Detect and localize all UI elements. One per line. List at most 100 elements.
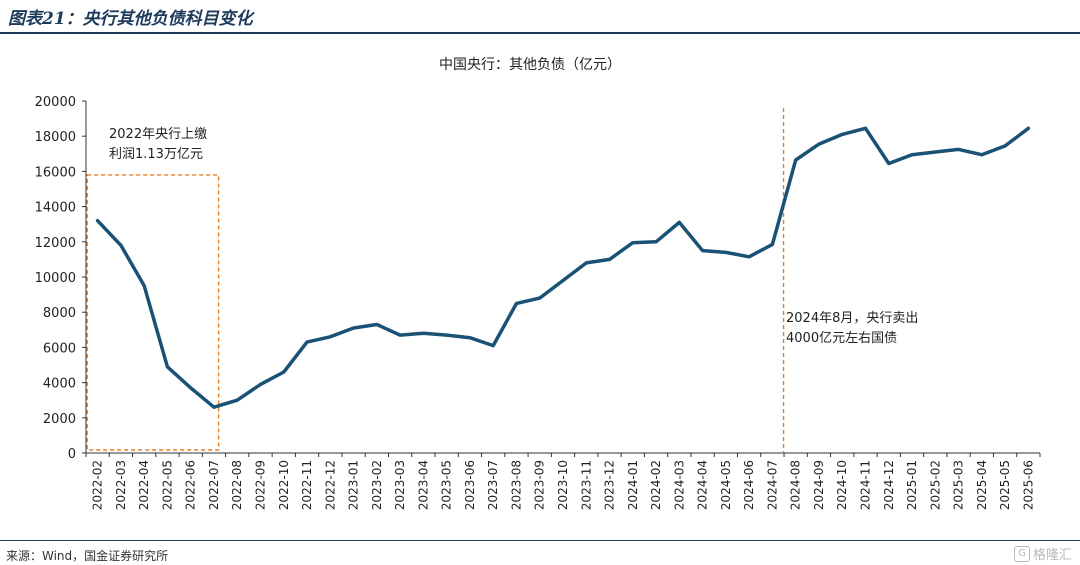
x-tick-label: 2023-06 [463, 460, 477, 510]
chart-title: 中国央行：其他负债（亿元） [439, 57, 621, 73]
data-point [96, 219, 100, 223]
x-tick-label: 2024-07 [765, 460, 779, 510]
x-tick-label: 2025-03 [952, 460, 966, 510]
data-point [1026, 126, 1030, 130]
x-tick-label: 2023-12 [603, 460, 617, 510]
data-point [142, 284, 146, 288]
y-tick-label: 12000 [35, 236, 76, 251]
header-divider [0, 32, 1080, 34]
data-point [840, 132, 844, 136]
series-group [95, 126, 1031, 409]
y-tick-label: 20000 [35, 95, 76, 110]
data-point [933, 150, 937, 154]
x-tick-label: 2025-02 [928, 460, 942, 510]
x-tick-label: 2022-07 [207, 460, 221, 510]
x-tick-label: 2024-11 [858, 460, 872, 510]
y-tick-label: 8000 [43, 306, 76, 321]
x-tick-label: 2023-04 [416, 460, 430, 510]
figure-header: 图表21：央行其他负债科目变化 [0, 0, 1080, 34]
x-tick-label: 2024-12 [882, 460, 896, 510]
y-tick-label: 10000 [35, 271, 76, 286]
data-point [445, 333, 449, 337]
x-tick-label: 2023-10 [556, 460, 570, 510]
figure-title: 图表21：央行其他负债科目变化 [8, 9, 253, 29]
x-tick-label: 2023-05 [440, 460, 454, 510]
data-point [421, 331, 425, 335]
watermark-logo-icon: G [1013, 545, 1030, 562]
data-point [282, 370, 286, 374]
x-tick-label: 2025-01 [905, 460, 919, 510]
data-point [584, 261, 588, 265]
y-axis-ticks: 0 2000 4000 6000 8000 10000 12000 14000 16000 180… [35, 95, 86, 462]
x-tick-label: 2022-12 [323, 460, 337, 510]
data-point [259, 382, 262, 386]
x-tick-label: 2022-02 [91, 460, 105, 510]
data-point [910, 153, 914, 157]
data-point [165, 365, 169, 369]
x-tick-label: 2024-06 [742, 460, 756, 510]
watermark-text: 格隆汇 [1032, 548, 1072, 563]
data-point [980, 153, 984, 157]
x-tick-label: 2022-03 [114, 460, 128, 510]
x-tick-label: 2024-08 [789, 460, 803, 510]
annotation-text-2024: 2024年8月，央行卖出 [786, 311, 918, 326]
data-point [724, 250, 728, 254]
data-point [305, 340, 309, 344]
x-tick-label: 2022-08 [230, 460, 244, 510]
x-tick-label: 2022-09 [254, 460, 268, 510]
axes [85, 101, 1040, 454]
data-point [654, 240, 658, 244]
x-tick-label: 2022-04 [137, 460, 151, 510]
line-chart: 中国央行：其他负债（亿元） 0 2000 4000 6000 8000 10000 1200… [35, 57, 1041, 510]
annotation-text-2022: 2022年央行上缴 [109, 127, 207, 142]
x-tick-label: 2024-03 [672, 460, 686, 510]
annotation-box [86, 174, 220, 451]
data-point [491, 344, 495, 348]
data-point [538, 296, 542, 300]
y-tick-label: 14000 [35, 201, 76, 216]
y-tick-label: 18000 [35, 130, 76, 145]
data-point [608, 257, 611, 261]
watermark: G 格隆汇 [1013, 544, 1072, 563]
x-tick-label: 2024-01 [626, 460, 640, 510]
x-axis-ticks: 2022-02 2022-03 2022-04 2022-05 2022-06 2022-… [85, 453, 1041, 510]
data-point [119, 243, 123, 247]
data-point [352, 326, 356, 330]
x-tick-label: 2022-11 [300, 460, 314, 510]
x-tick-label: 2023-01 [347, 460, 361, 510]
annotation-text-2024: 4000亿元左右国债 [786, 331, 897, 346]
data-point [957, 147, 961, 151]
x-tick-label: 2024-10 [835, 460, 849, 510]
x-tick-label: 2023-07 [486, 460, 500, 510]
x-tick-label: 2023-08 [509, 460, 523, 510]
data-point [747, 255, 751, 259]
y-tick-label: 16000 [35, 165, 76, 180]
data-point [398, 333, 402, 337]
data-point [887, 162, 891, 165]
y-tick-label: 6000 [43, 341, 76, 356]
data-point [212, 405, 216, 409]
data-point [817, 142, 821, 146]
x-tick-label: 2023-02 [370, 460, 384, 510]
data-point [515, 301, 518, 305]
x-tick-label: 2022-05 [160, 460, 174, 510]
x-tick-label: 2025-05 [998, 460, 1012, 510]
data-point [375, 323, 379, 326]
y-tick-label: 2000 [43, 412, 76, 427]
x-tick-label: 2024-04 [696, 460, 710, 510]
data-point [235, 398, 239, 402]
x-tick-label: 2022-06 [184, 460, 198, 510]
footer-divider [0, 540, 1080, 541]
x-tick-label: 2024-09 [812, 460, 826, 510]
data-point [631, 241, 635, 245]
y-tick-label: 0 [68, 447, 76, 462]
series-line [95, 126, 1031, 409]
data-point [701, 249, 705, 253]
x-tick-label: 2023-11 [579, 460, 593, 510]
x-tick-label: 2024-02 [649, 460, 663, 510]
data-point [328, 335, 332, 339]
x-tick-label: 2023-09 [533, 460, 547, 510]
data-point [794, 158, 798, 162]
x-tick-label: 2025-04 [975, 460, 989, 510]
